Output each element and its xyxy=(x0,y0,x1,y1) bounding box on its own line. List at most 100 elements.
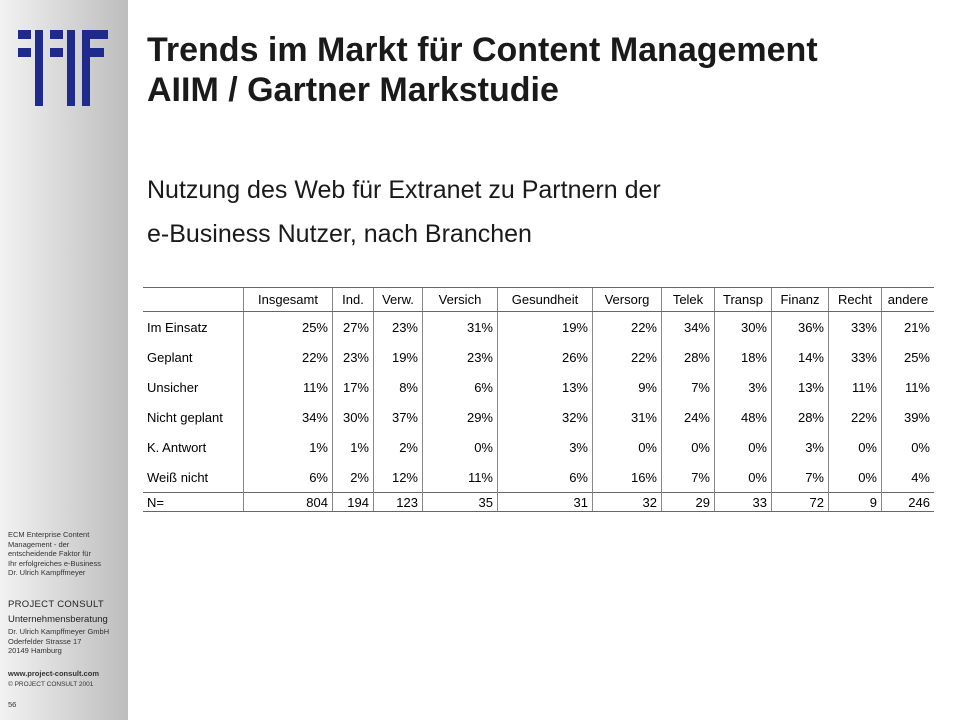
table-cell: 3% xyxy=(771,432,829,462)
header-cell: Transp xyxy=(714,287,772,312)
table-cell: 13% xyxy=(497,372,593,402)
table-cell: 7% xyxy=(661,462,715,493)
table-cell: 1% xyxy=(243,432,333,462)
table-cell: 0% xyxy=(881,432,934,462)
company-name: PROJECT CONSULT xyxy=(8,599,104,610)
sidebar-description: ECM Enterprise Content Management - der … xyxy=(8,530,101,577)
table-cell: 804 xyxy=(243,492,333,512)
table-cell: 25% xyxy=(881,342,934,372)
table-cell: 123 xyxy=(373,492,423,512)
company-address: Dr. Ulrich Kampffmeyer GmbH Oderfelder S… xyxy=(8,627,110,655)
table-cell: 7% xyxy=(661,372,715,402)
table-cell: 2% xyxy=(373,432,423,462)
table-row-n: N= 804 194 123 35 31 32 29 33 72 9 246 xyxy=(143,492,934,512)
table-cell: 16% xyxy=(592,462,662,493)
table-cell: 0% xyxy=(422,432,498,462)
header-cell: Finanz xyxy=(771,287,829,312)
table-cell: 34% xyxy=(243,402,333,432)
table-cell: 11% xyxy=(422,462,498,493)
row-label: Unsicher xyxy=(147,379,199,395)
table-cell: 4% xyxy=(881,462,934,493)
table-cell: 6% xyxy=(497,462,593,493)
table-cell: 33% xyxy=(828,342,882,372)
table-cell: 246 xyxy=(881,492,934,512)
table-cell: 7% xyxy=(771,462,829,493)
table-cell: 0% xyxy=(714,432,772,462)
header-cell: Versich xyxy=(422,287,498,312)
table-cell: 32% xyxy=(497,402,593,432)
header-cell: Insgesamt xyxy=(243,287,333,312)
table-cell: 23% xyxy=(373,311,423,342)
table-cell: 8% xyxy=(373,372,423,402)
copyright: © PROJECT CONSULT 2001 xyxy=(8,681,94,688)
header-cell: Gesundheit xyxy=(497,287,593,312)
table-cell: 48% xyxy=(714,402,772,432)
table-row: Unsicher 11% 17% 8% 6% 13% 9% 7% 3% 13% … xyxy=(143,372,934,402)
table-cell: 6% xyxy=(422,372,498,402)
table-cell: 14% xyxy=(771,342,829,372)
table-row: Im Einsatz 25% 27% 23% 31% 19% 22% 34% 3… xyxy=(143,311,934,342)
table-cell: 6% xyxy=(243,462,333,493)
project-consult-logo xyxy=(18,30,108,106)
table-cell: 3% xyxy=(497,432,593,462)
table-cell: 2% xyxy=(332,462,374,493)
table-cell: 11% xyxy=(881,372,934,402)
table-cell: 32 xyxy=(592,492,662,512)
table-cell: 37% xyxy=(373,402,423,432)
table-cell: 11% xyxy=(828,372,882,402)
table-cell: 29% xyxy=(422,402,498,432)
table-cell: 19% xyxy=(373,342,423,372)
header-cell: Recht xyxy=(828,287,882,312)
table-cell: 23% xyxy=(422,342,498,372)
table-cell: 22% xyxy=(592,311,662,342)
table-cell: 34% xyxy=(661,311,715,342)
table-cell: 22% xyxy=(592,342,662,372)
table-cell: 0% xyxy=(592,432,662,462)
table-cell: 33% xyxy=(828,311,882,342)
table-cell: 28% xyxy=(661,342,715,372)
table-cell: 0% xyxy=(828,432,882,462)
table-cell: 31% xyxy=(422,311,498,342)
company-subtitle: Unternehmensberatung xyxy=(8,614,108,625)
table-cell: 26% xyxy=(497,342,593,372)
table-cell: 29 xyxy=(661,492,715,512)
table-row: Geplant 22% 23% 19% 23% 26% 22% 28% 18% … xyxy=(143,342,934,372)
table-cell: 23% xyxy=(332,342,374,372)
table-cell: 19% xyxy=(497,311,593,342)
table-row: K. Antwort 1% 1% 2% 0% 3% 0% 0% 0% 3% 0%… xyxy=(143,432,934,462)
table-cell: 11% xyxy=(243,372,333,402)
table-cell: 17% xyxy=(332,372,374,402)
page-number: 56 xyxy=(8,700,17,709)
table-cell: 1% xyxy=(332,432,374,462)
row-label: Weiß nicht xyxy=(147,469,209,485)
table-cell: 22% xyxy=(243,342,333,372)
table-cell: 21% xyxy=(881,311,934,342)
table-cell: 31 xyxy=(497,492,593,512)
table-cell: 33 xyxy=(714,492,772,512)
header-cell: Versorg xyxy=(592,287,662,312)
table-cell: 0% xyxy=(828,462,882,493)
survey-table: Insgesamt Ind. Verw. Versich Gesundheit … xyxy=(143,287,934,512)
table-cell: 31% xyxy=(592,402,662,432)
table-cell: 72 xyxy=(771,492,829,512)
table-cell: 39% xyxy=(881,402,934,432)
table-cell: 0% xyxy=(714,462,772,493)
sidebar: ECM Enterprise Content Management - der … xyxy=(0,0,128,720)
table-header-row: Insgesamt Ind. Verw. Versich Gesundheit … xyxy=(143,287,934,312)
table-cell: 35 xyxy=(422,492,498,512)
table-cell: 194 xyxy=(332,492,374,512)
table-cell: 22% xyxy=(828,402,882,432)
table-cell: 30% xyxy=(332,402,374,432)
table-cell: 0% xyxy=(661,432,715,462)
table-cell: 13% xyxy=(771,372,829,402)
table-cell: 25% xyxy=(243,311,333,342)
header-cell: Telek xyxy=(661,287,715,312)
table-row: Weiß nicht 6% 2% 12% 11% 6% 16% 7% 0% 7%… xyxy=(143,462,934,493)
company-website: www.project-consult.com xyxy=(8,669,99,678)
header-cell xyxy=(143,287,244,312)
row-label: K. Antwort xyxy=(147,439,207,455)
header-cell: andere xyxy=(881,287,934,312)
table-cell: 12% xyxy=(373,462,423,493)
table-cell: 36% xyxy=(771,311,829,342)
table-cell: 3% xyxy=(714,372,772,402)
